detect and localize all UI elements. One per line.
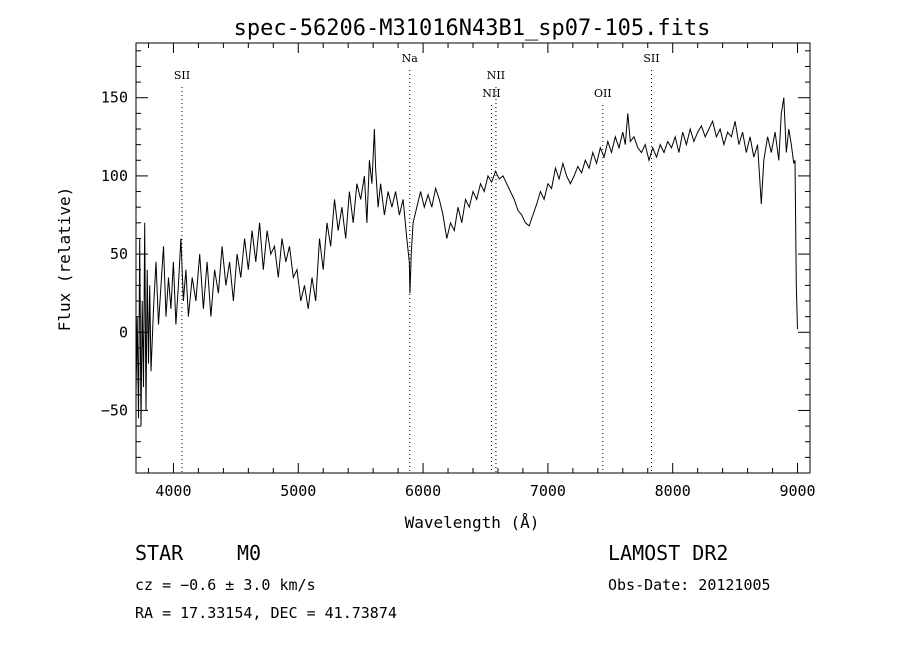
axes: 4000 5000 6000 7000 8000 9000 −50 0 50 100 150 — [101, 43, 816, 500]
feature-label: SII — [174, 69, 190, 82]
feature-lines: SII Na NII NII OII SII — [174, 52, 660, 473]
x-tick-label: 4000 — [155, 482, 191, 500]
feature-label: Na — [402, 52, 419, 65]
y-tick-label: 100 — [101, 167, 128, 185]
y-tick-label: −50 — [101, 401, 128, 419]
x-tick-label: 8000 — [655, 482, 691, 500]
object-class: STAR — [135, 541, 184, 565]
y-axis-label: Flux (relative) — [55, 187, 74, 332]
feature-label: OII — [594, 87, 612, 100]
survey-name: LAMOST DR2 — [608, 541, 729, 565]
spectrum-line — [135, 97, 798, 427]
y-tick-label: 50 — [110, 245, 128, 263]
coordinates-readout: RA = 17.33154, DEC = 41.73874 — [135, 604, 397, 622]
y-tick-label: 0 — [119, 323, 128, 341]
redshift-readout: cz = −0.6 ± 3.0 km/s — [135, 576, 316, 594]
y-tick-label: 150 — [101, 89, 128, 107]
x-tick-label: 7000 — [530, 482, 566, 500]
x-tick-label: 6000 — [405, 482, 441, 500]
feature-label: NII — [487, 69, 505, 82]
chart-title: spec-56206-M31016N43B1_sp07-105.fits — [234, 16, 711, 41]
feature-label: NII — [482, 87, 500, 100]
observation-date: Obs-Date: 20121005 — [608, 576, 771, 594]
feature-label: SII — [643, 52, 659, 65]
x-tick-label: 9000 — [779, 482, 815, 500]
x-axis-label: Wavelength (Å) — [405, 513, 540, 532]
object-subclass: M0 — [237, 541, 262, 565]
x-tick-label: 5000 — [280, 482, 316, 500]
